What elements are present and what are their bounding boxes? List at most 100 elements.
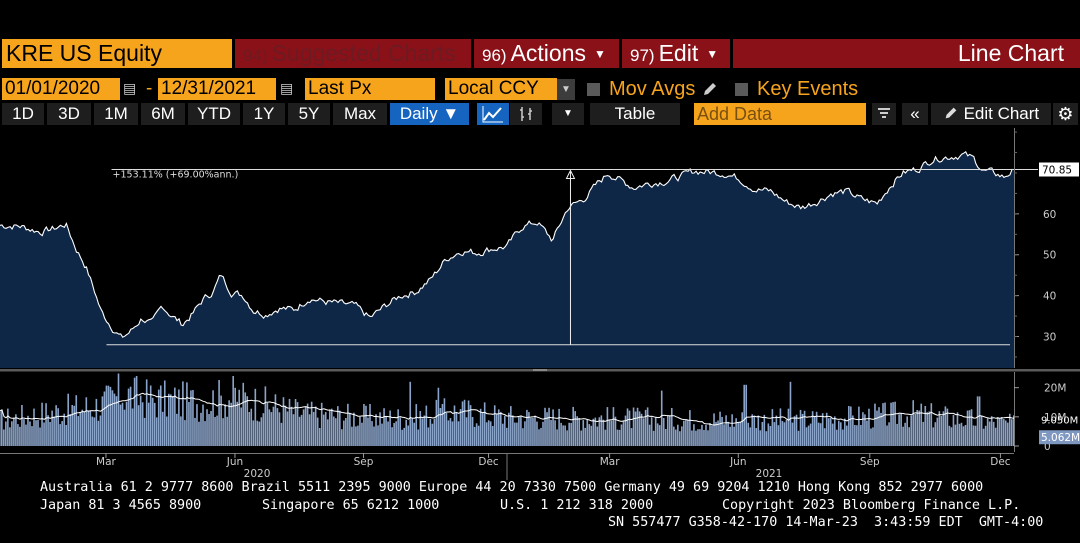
gear-icon[interactable]: ⚙ [1053, 103, 1078, 125]
volume-bar [341, 429, 343, 446]
filter-icon[interactable] [872, 103, 896, 125]
volume-bar [594, 417, 597, 446]
volume-bar [592, 418, 595, 446]
volume-bar [165, 416, 168, 446]
frequency-select[interactable]: Daily ▼ [390, 103, 469, 125]
volume-bar [413, 422, 416, 446]
volume-bar [612, 407, 615, 446]
price-volume-chart[interactable]: +153.11% (+69.00%ann.) 30 40 50 60 70.85 0 10M… [0, 128, 1080, 480]
period-max-button[interactable]: Max [333, 103, 387, 125]
start-date-input[interactable]: 01/01/2020 [2, 78, 120, 100]
volume-bar [833, 416, 836, 446]
volume-bar [276, 408, 279, 446]
volume-bar [598, 417, 601, 446]
period-5y-button[interactable]: 5Y [288, 103, 330, 125]
volume-bar [35, 420, 37, 446]
volume-bar [93, 417, 96, 446]
volume-bar [586, 419, 589, 446]
volume-bar [117, 373, 120, 446]
volume-bar [475, 423, 478, 446]
volume-bar [761, 422, 764, 446]
volume-bar [9, 427, 11, 446]
period-1y-button[interactable]: 1Y [243, 103, 285, 125]
volume-bar [254, 388, 257, 446]
bar-chart-icon[interactable] [510, 103, 542, 125]
suggested-charts-button[interactable]: 94) Suggested Charts [235, 39, 471, 68]
price-field-input[interactable]: Last Px [305, 78, 435, 100]
volume-bar [151, 397, 154, 446]
line-chart-icon[interactable] [477, 103, 509, 125]
end-date-input[interactable]: 12/31/2021 [158, 78, 276, 100]
price-tick-label: 50 [1043, 250, 1056, 262]
price-tick-label: 30 [1043, 332, 1056, 344]
key-events-checkbox[interactable] [735, 83, 748, 96]
volume-bar [81, 409, 84, 446]
volume-bar [813, 416, 816, 446]
volume-bar [302, 409, 305, 446]
volume-bar [793, 416, 796, 446]
volume-bar [540, 427, 542, 446]
volume-bar [174, 387, 176, 446]
double-chevron-left-icon[interactable]: « [902, 103, 928, 125]
volume-bar [642, 418, 645, 446]
calendar-icon[interactable]: ▤ [123, 80, 137, 96]
volume-bar [282, 397, 285, 446]
volume-average-label: 9.050M [1041, 416, 1078, 427]
volume-bar [200, 412, 202, 446]
period-1d-button[interactable]: 1D [2, 103, 44, 125]
month-tick-label: Dec [990, 456, 1011, 468]
volume-bar [640, 413, 643, 446]
volume-bar [41, 402, 43, 446]
table-button[interactable]: Table [590, 103, 680, 125]
calendar-icon[interactable]: ▤ [280, 80, 294, 96]
volume-bar [554, 420, 556, 446]
volume-bar [473, 426, 476, 446]
volume-bar [232, 376, 234, 446]
volume-bar [381, 423, 383, 446]
add-data-input[interactable]: Add Data [694, 103, 866, 125]
volume-bar [310, 401, 313, 446]
volume-bar [803, 410, 806, 446]
volume-bar [125, 401, 128, 446]
volume-bar [385, 416, 387, 446]
volume-bar [238, 389, 241, 446]
volume-bar [481, 413, 484, 446]
edit-menu-button[interactable]: 97) Edit ▼ [622, 39, 730, 68]
volume-bar [705, 425, 707, 446]
volume-bar [91, 416, 94, 446]
volume-tick-label: 20M [1044, 383, 1066, 395]
mov-avgs-checkbox[interactable] [587, 83, 600, 96]
volume-bar [584, 427, 587, 446]
edit-chart-button[interactable]: Edit Chart [931, 103, 1051, 125]
volume-bar [1006, 422, 1009, 446]
volume-bar [107, 385, 110, 446]
volume-bar [377, 425, 379, 446]
volume-bar [544, 407, 546, 446]
volume-bar [699, 429, 701, 446]
volume-bar [566, 430, 568, 446]
actions-caret-icon: ▼ [594, 47, 606, 62]
volume-bar [491, 426, 494, 446]
period-6m-button[interactable]: 6M [141, 103, 185, 125]
currency-dropdown-icon[interactable]: ▼ [557, 79, 575, 100]
actions-menu-button[interactable]: 96) Actions ▼ [474, 39, 619, 68]
volume-bar [707, 430, 709, 446]
volume-bar [389, 410, 391, 446]
edit-chart-label: Edit Chart [963, 104, 1040, 123]
price-tick-label: 40 [1043, 291, 1056, 303]
volume-bar [274, 394, 277, 446]
volume-bar [966, 410, 969, 446]
period-3d-button[interactable]: 3D [47, 103, 91, 125]
ticker-field[interactable]: KRE US Equity [2, 39, 232, 68]
volume-bar [512, 415, 514, 446]
volume-bar [827, 418, 830, 446]
volume-bar [854, 425, 856, 446]
currency-select[interactable]: Local CCY [445, 78, 557, 100]
volume-bar [435, 399, 438, 446]
period-ytd-button[interactable]: YTD [188, 103, 240, 125]
period-1m-button[interactable]: 1M [94, 103, 138, 125]
pencil-icon[interactable] [701, 80, 719, 98]
volume-bar [924, 406, 927, 446]
chart-options-dropdown-icon[interactable]: ▼ [552, 103, 584, 125]
volume-bar [182, 381, 184, 446]
